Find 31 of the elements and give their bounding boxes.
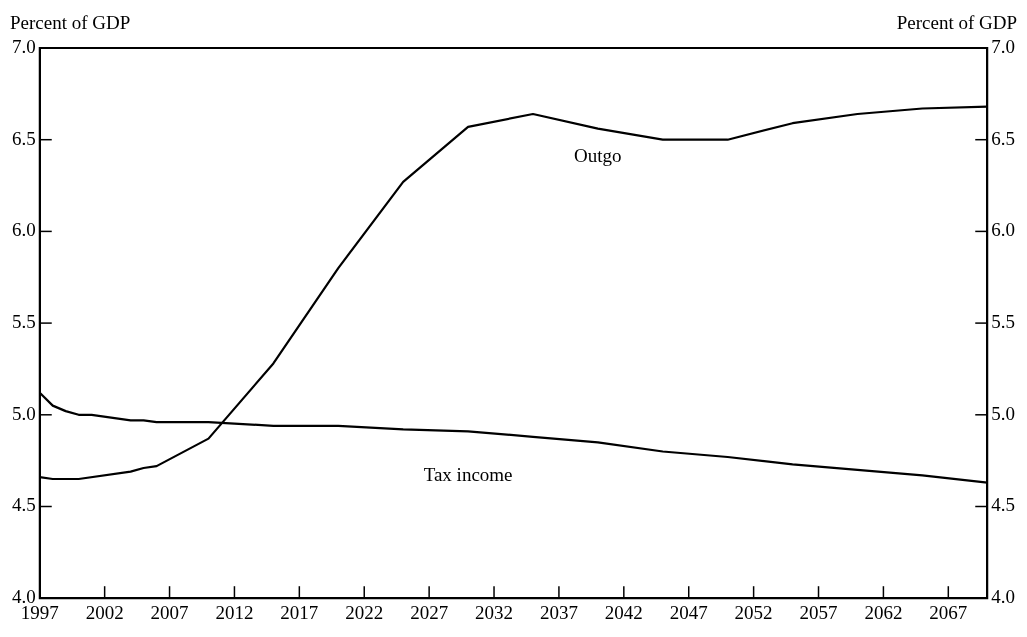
y2-tick-label: 4.5 xyxy=(991,494,1015,516)
x-tick-label: 2052 xyxy=(734,601,773,623)
x-tick-label: 2002 xyxy=(85,601,124,623)
x-tick-label: 2037 xyxy=(539,601,578,623)
y-tick-label: 7.0 xyxy=(12,35,36,57)
y2-tick-label: 7.0 xyxy=(991,35,1015,57)
x-tick-label: 2017 xyxy=(280,601,319,623)
y-tick-label: 5.5 xyxy=(12,311,36,333)
x-tick-label: 2022 xyxy=(345,601,384,623)
y-tick-label: 6.0 xyxy=(12,219,36,241)
x-tick-label: 2067 xyxy=(929,601,968,623)
x-tick-label: 2027 xyxy=(410,601,449,623)
series-label: Outgo xyxy=(574,144,622,166)
x-tick-label: 2007 xyxy=(150,601,189,623)
y2-tick-label: 5.5 xyxy=(991,311,1015,333)
y2-tick-label: 4.0 xyxy=(991,586,1015,608)
y-tick-label: 4.5 xyxy=(12,494,36,516)
x-tick-label: 2062 xyxy=(864,601,903,623)
x-tick-label: 2047 xyxy=(669,601,708,623)
y2-tick-label: 6.0 xyxy=(991,219,1015,241)
y-axis-title: Percent of GDP xyxy=(10,12,131,34)
y2-tick-label: 6.5 xyxy=(991,127,1015,149)
x-tick-label: 2057 xyxy=(799,601,838,623)
y-tick-label: 6.5 xyxy=(12,127,36,149)
y2-axis-title: Percent of GDP xyxy=(896,12,1017,34)
y2-tick-label: 5.0 xyxy=(991,402,1015,424)
series-label: Tax income xyxy=(423,464,513,486)
x-tick-label: 2032 xyxy=(475,601,514,623)
x-tick-label: 2012 xyxy=(215,601,254,623)
x-tick-label: 2042 xyxy=(604,601,643,623)
y-tick-label: 5.0 xyxy=(12,402,36,424)
